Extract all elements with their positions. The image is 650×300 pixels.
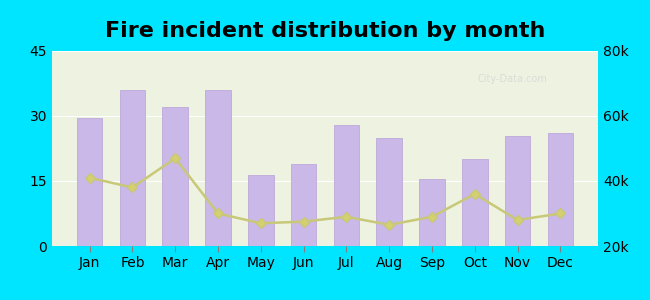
Bar <box>376 138 402 246</box>
Bar <box>419 179 445 246</box>
Bar <box>162 107 188 246</box>
Bar <box>120 90 146 246</box>
Bar <box>547 133 573 246</box>
Legend: Tremont, MS, Mississippi: Tremont, MS, Mississippi <box>194 295 456 300</box>
Bar <box>291 164 317 246</box>
Bar <box>205 90 231 246</box>
Bar <box>248 175 274 246</box>
Bar <box>504 136 530 246</box>
Bar <box>462 159 488 246</box>
Bar <box>333 125 359 246</box>
Bar <box>77 118 103 246</box>
Text: City-Data.com: City-Data.com <box>478 74 548 84</box>
Text: Fire incident distribution by month: Fire incident distribution by month <box>105 21 545 41</box>
